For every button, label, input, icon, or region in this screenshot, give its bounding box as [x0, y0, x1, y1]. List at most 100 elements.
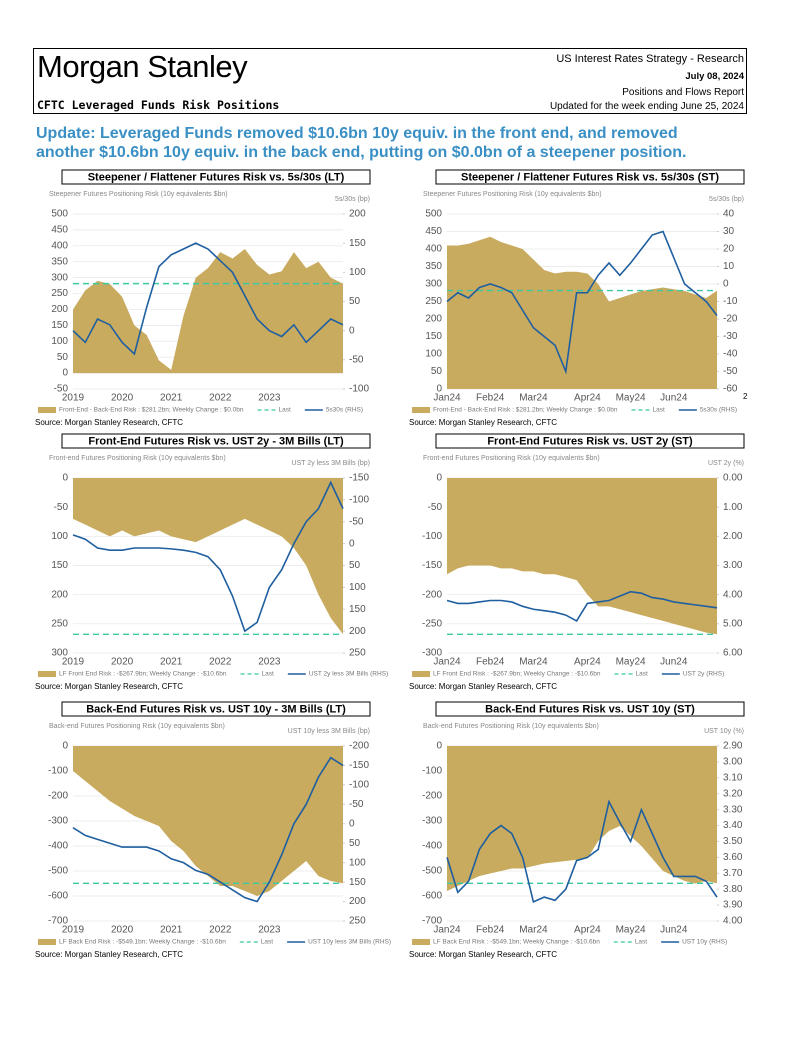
- y2-tick-label: 20: [723, 244, 735, 255]
- legend-swatch: [38, 671, 56, 677]
- chart-title: Front-End Futures Risk vs. UST 2y - 3M B…: [88, 435, 344, 447]
- y2-tick-label: -50: [723, 366, 738, 377]
- x-tick-label: May24: [616, 393, 646, 404]
- y-tick-label: 50: [57, 352, 69, 363]
- y-tick-label: -300: [48, 816, 68, 827]
- y-tick-label: 250: [51, 618, 68, 629]
- chart-title: Back-End Futures Risk vs. UST 10y (ST): [485, 703, 695, 715]
- x-tick-label: Jan24: [433, 393, 461, 404]
- logo: Morgan Stanley: [37, 49, 248, 84]
- legend-label: Last: [279, 407, 291, 414]
- y-tick-label: -300: [422, 648, 442, 659]
- title-box: [61, 701, 371, 717]
- y2-tick-label: 0: [349, 818, 355, 829]
- y2-tick-label: 2.90: [723, 741, 743, 752]
- y-axis-label: Back-end Futures Positioning Risk (10y e…: [49, 723, 225, 730]
- y2-tick-label: 0: [723, 279, 729, 290]
- page-number: 2: [743, 392, 748, 401]
- y2-tick-label: 0: [349, 325, 355, 336]
- x-tick-label: 2021: [160, 393, 183, 404]
- x-tick-label: 2022: [209, 393, 232, 404]
- y-axis-label: Back-end Futures Positioning Risk (10y e…: [423, 723, 599, 730]
- y-tick-label: 0: [62, 368, 68, 379]
- y-tick-label: -400: [422, 841, 442, 852]
- x-tick-label: Jun24: [660, 657, 688, 668]
- y-tick-label: -200: [422, 791, 442, 802]
- y2-axis-label: 5s/30s (bp): [709, 196, 744, 203]
- legend-label: Last: [262, 671, 274, 678]
- area: [447, 746, 717, 891]
- header: Morgan Stanley CFTC Leveraged Funds Risk…: [33, 48, 747, 114]
- x-tick-label: Feb24: [476, 925, 505, 936]
- y2-tick-label: 250: [349, 648, 366, 659]
- y2-tick-label: 3.00: [723, 560, 743, 571]
- area: [73, 249, 343, 374]
- y-tick-label: -500: [422, 866, 442, 877]
- x-tick-label: 2021: [160, 925, 183, 936]
- y-tick-label: 150: [425, 331, 442, 342]
- x-tick-label: Jan24: [433, 925, 461, 936]
- chart-title: Steepener / Flattener Futures Risk vs. 5…: [88, 171, 345, 183]
- y2-tick-label: -20: [723, 314, 738, 325]
- title-box: [435, 169, 745, 185]
- x-tick-label: Jan24: [433, 657, 461, 668]
- x-tick-label: 2019: [62, 393, 85, 404]
- y-tick-label: 300: [51, 648, 68, 659]
- y-tick-label: -500: [48, 866, 68, 877]
- x-tick-label: 2020: [111, 393, 134, 404]
- y-tick-label: -50: [54, 502, 69, 513]
- x-tick-label: Mar24: [519, 925, 548, 936]
- y-tick-label: -250: [422, 618, 442, 629]
- y2-tick-label: 3.60: [723, 852, 743, 863]
- y2-tick-label: 3.50: [723, 836, 743, 847]
- y2-tick-label: 100: [349, 267, 366, 278]
- title-box: [61, 169, 371, 185]
- legend-label: 5s30s (RHS): [700, 407, 737, 414]
- legend-label: Last: [636, 671, 648, 678]
- y-tick-label: -50: [428, 502, 443, 513]
- y-tick-label: 500: [425, 209, 442, 220]
- legend-label: Front-End - Back-End Risk : $281.2bn; We…: [59, 407, 244, 414]
- x-tick-label: 2020: [111, 925, 134, 936]
- title-box: [435, 433, 745, 449]
- legend-label: LF Front End Risk : -$267.9bn; Weekly Ch…: [59, 671, 227, 678]
- source: Source: Morgan Stanley Research, CFTC: [35, 682, 183, 691]
- y2-tick-label: 150: [349, 238, 366, 249]
- y-tick-label: 50: [431, 366, 443, 377]
- source: Source: Morgan Stanley Research, CFTC: [35, 418, 183, 427]
- report-date: July 08, 2024: [685, 71, 744, 82]
- y2-tick-label: 50: [349, 560, 361, 571]
- chart-title: Front-End Futures Risk vs. UST 2y (ST): [487, 435, 693, 447]
- y-tick-label: 400: [51, 240, 68, 251]
- area: [447, 236, 717, 389]
- y-tick-label: -100: [48, 766, 68, 777]
- y-tick-label: -300: [422, 816, 442, 827]
- y-tick-label: 450: [51, 225, 68, 236]
- x-tick-label: 2021: [160, 657, 183, 668]
- legend-swatch: [412, 407, 430, 413]
- y2-tick-label: 4.00: [723, 589, 743, 600]
- x-tick-label: Jun24: [660, 925, 688, 936]
- y-tick-label: 100: [51, 531, 68, 542]
- legend-label: 5s30s (RHS): [326, 407, 363, 414]
- legend-label: Last: [261, 939, 273, 946]
- y2-tick-label: 0: [349, 538, 355, 549]
- legend-label: UST 2y (RHS): [683, 671, 724, 678]
- x-tick-label: 2023: [258, 925, 281, 936]
- y-tick-label: 0: [436, 473, 442, 484]
- line: [446, 590, 718, 622]
- x-tick-label: 2022: [209, 925, 232, 936]
- y-tick-label: -200: [48, 791, 68, 802]
- y-tick-label: 150: [51, 320, 68, 331]
- y2-tick-label: 200: [349, 896, 366, 907]
- area: [73, 746, 343, 896]
- y2-tick-label: -150: [349, 760, 369, 771]
- y-tick-label: -600: [422, 891, 442, 902]
- x-tick-label: 2019: [62, 925, 85, 936]
- legend-swatch: [412, 671, 430, 677]
- y2-axis-label: UST 2y (%): [708, 460, 744, 467]
- x-tick-label: 2023: [258, 657, 281, 668]
- y2-tick-label: -100: [349, 384, 369, 395]
- y-tick-label: 100: [51, 336, 68, 347]
- y2-tick-label: -100: [349, 495, 369, 506]
